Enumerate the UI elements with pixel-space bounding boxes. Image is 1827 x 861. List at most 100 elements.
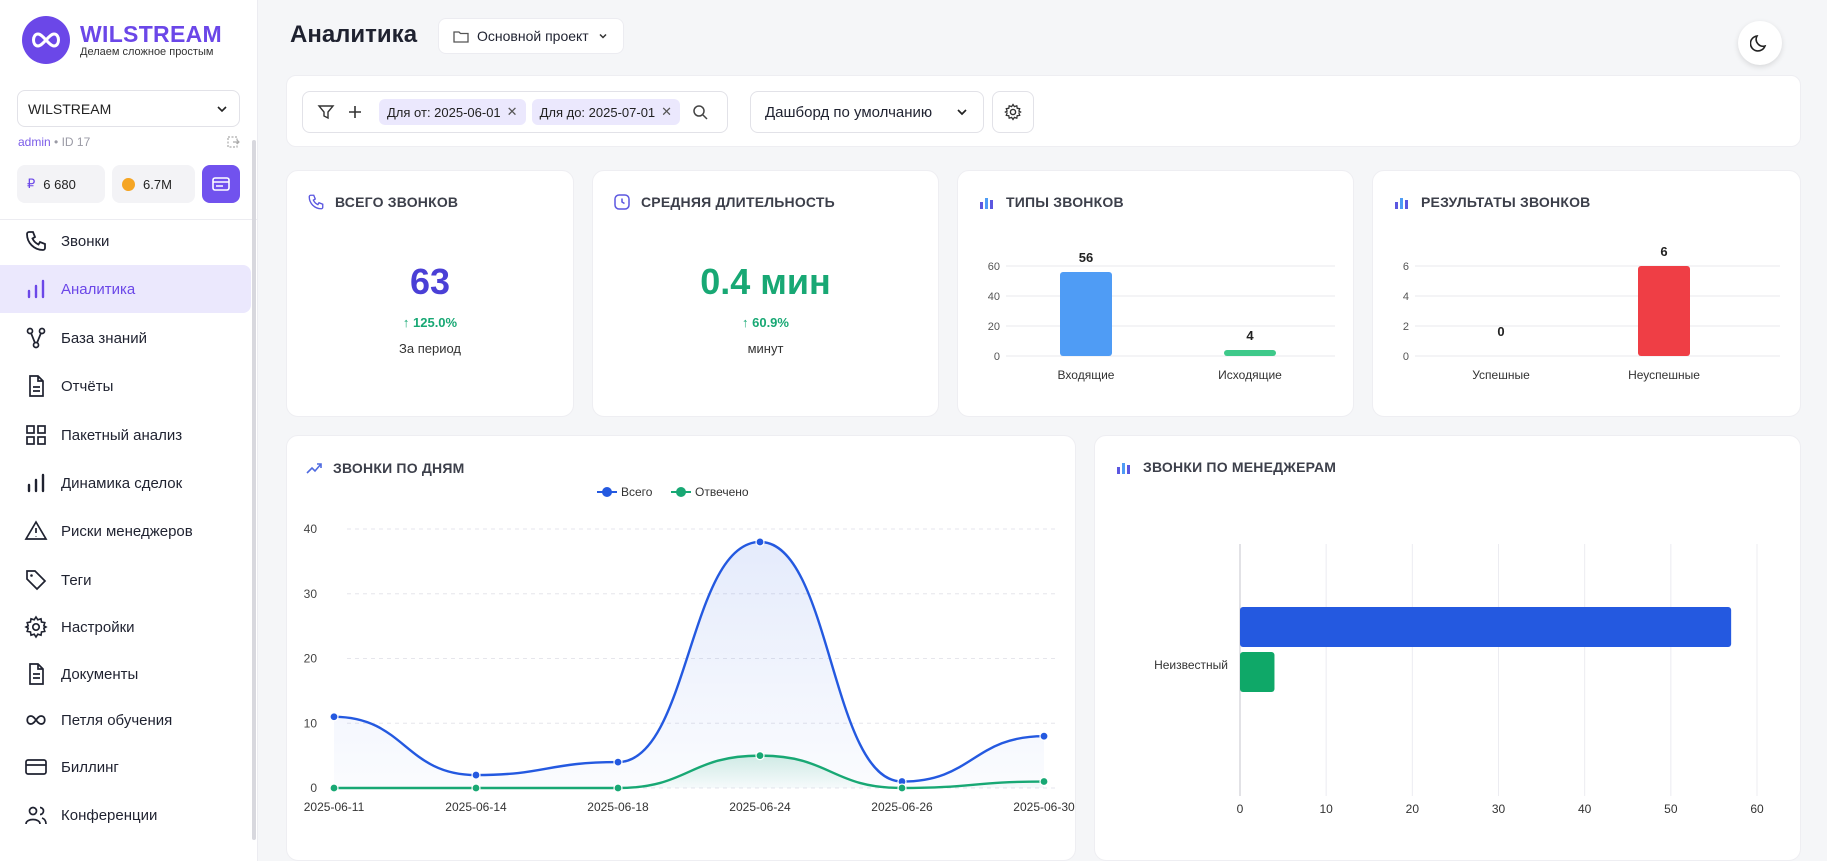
sidebar-item-7-tag[interactable]: Теги <box>0 556 251 604</box>
y-tick-label: Неизвестный <box>1154 658 1228 672</box>
rub-balance-value: 6 680 <box>43 176 76 192</box>
sidebar-item-11-credit-card[interactable]: Биллинг <box>0 743 251 791</box>
filter-chip-from[interactable]: Для от: 2025-06-01 ✕ <box>379 99 526 125</box>
data-point <box>613 757 623 767</box>
workspace-select-value: WILSTREAM <box>28 100 112 117</box>
bar-chart-icon <box>24 277 48 301</box>
ruble-icon: ₽ <box>27 176 36 191</box>
bar-chart-icon <box>24 471 48 495</box>
x-tick-label: 2025-06-24 <box>729 800 791 814</box>
y-tick-label: 20 <box>988 321 1000 333</box>
filter-chip-to-label: Для до: 2025-07-01 <box>539 104 656 120</box>
brand-logo[interactable]: WILSTREAM Делаем сложное простым <box>22 16 222 64</box>
legend-label: Всего <box>621 485 653 499</box>
sidebar-item-9-file[interactable]: Документы <box>0 650 251 698</box>
sidebar-item-6-warning[interactable]: Риски менеджеров <box>0 507 251 555</box>
y-tick-label: 2 <box>1403 321 1409 333</box>
infinity-icon <box>24 708 48 732</box>
y-tick-label: 0 <box>310 781 317 795</box>
data-point <box>755 537 765 547</box>
wallet-icon <box>212 177 230 191</box>
token-balance-pill[interactable]: 6.7M <box>112 165 195 203</box>
card-call-results: РЕЗУЛЬТАТЫ ЗВОНКОВ 0 2 4 6 0 Успешные 6 Неуспеш… <box>1372 170 1801 417</box>
filter-chip-from-label: Для от: 2025-06-01 <box>387 104 501 120</box>
workspace-select[interactable]: WILSTREAM <box>17 90 240 127</box>
sidebar-item-12-users[interactable]: Конференции <box>0 791 251 839</box>
x-tick-label: 2025-06-14 <box>445 800 507 814</box>
phone-icon <box>24 229 48 253</box>
kpi-total-title: ВСЕГО ЗВОНКОВ <box>335 194 459 210</box>
filter-icon[interactable] <box>317 103 335 121</box>
kpi-card-avg-duration: СРЕДНЯЯ ДЛИТЕЛЬНОСТЬ 0.4 мин ↑ 60.9% мин… <box>592 170 939 417</box>
kpi-avg-title: СРЕДНЯЯ ДЛИТЕЛЬНОСТЬ <box>641 194 835 210</box>
x-tick-label: 30 <box>1492 802 1506 816</box>
sidebar: WILSTREAM Делаем сложное простым WILSTRE… <box>0 0 258 861</box>
data-point <box>1039 776 1049 787</box>
close-icon[interactable]: ✕ <box>661 104 673 119</box>
y-tick-label: 0 <box>994 351 1000 363</box>
sidebar-item-label: Петля обучения <box>61 711 173 729</box>
filter-box[interactable]: Для от: 2025-06-01 ✕ Для до: 2025-07-01 ✕ <box>302 91 728 133</box>
y-tick-label: 4 <box>1403 291 1409 303</box>
search-icon[interactable] <box>692 104 708 120</box>
chevron-down-icon <box>957 109 967 116</box>
call-types-chart: 0 20 40 60 56 Входящие 4 Исходящие <box>988 250 1335 382</box>
bar <box>1240 652 1275 692</box>
data-point <box>471 783 481 793</box>
wallet-button[interactable] <box>202 165 240 203</box>
sidebar-item-0-phone[interactable]: Звонки <box>0 217 251 265</box>
call-results-title: РЕЗУЛЬТАТЫ ЗВОНКОВ <box>1421 194 1591 210</box>
calls-by-day-chart: 0 10 20 30 40 2025-06-11 2025-06-14 2025-06-18 2… <box>304 485 1075 814</box>
series-area <box>334 541 1044 788</box>
rub-balance-pill[interactable]: ₽ 6 680 <box>17 165 105 203</box>
y-tick-label: 20 <box>304 652 318 666</box>
sidebar-item-label: Биллинг <box>61 758 119 776</box>
sidebar-item-label: Аналитика <box>61 280 136 298</box>
filter-chip-to[interactable]: Для до: 2025-07-01 ✕ <box>531 99 681 125</box>
dashboard-select-value: Дашборд по умолчанию <box>765 103 933 121</box>
call-results-chart: 0 2 4 6 0 Успешные 6 Неуспешные <box>1403 244 1780 382</box>
kpi-total-delta: ↑ 125.0% <box>402 315 458 330</box>
sidebar-item-3-document[interactable]: Отчёты <box>0 362 251 410</box>
user-info: admin • ID 17 <box>18 135 240 149</box>
sidebar-item-4-grid[interactable]: Пакетный анализ <box>0 411 251 459</box>
folder-icon <box>453 31 469 43</box>
x-tick-label: 2025-06-11 <box>304 800 365 814</box>
logout-icon[interactable] <box>226 135 240 149</box>
gear-icon <box>1004 103 1022 121</box>
y-tick-label: 0 <box>1403 351 1409 363</box>
chevron-down-icon <box>217 105 227 112</box>
project-select[interactable]: Основной проект <box>438 18 624 54</box>
calls-by-manager-title: ЗВОНКИ ПО МЕНЕДЖЕРАМ <box>1143 459 1337 475</box>
y-tick-label: 40 <box>304 522 318 536</box>
dashboard-select[interactable]: Дашборд по умолчанию <box>750 91 984 133</box>
sidebar-item-1-bar-chart[interactable]: Аналитика <box>0 265 251 313</box>
kpi-avg-value: 0.4 мин <box>700 261 831 302</box>
theme-toggle-button[interactable] <box>1738 21 1782 65</box>
series-line <box>333 754 1045 790</box>
x-tick-label: Входящие <box>1058 368 1115 382</box>
x-tick-label: 60 <box>1750 802 1764 816</box>
calls-by-manager-chart: 0 10 20 30 40 50 60 Неизвестный <box>1154 544 1764 816</box>
sidebar-scrollbar[interactable] <box>252 140 256 840</box>
document-icon <box>24 374 48 398</box>
sidebar-item-10-infinity[interactable]: Петля обучения <box>0 696 251 744</box>
dashboard-settings-button[interactable] <box>992 91 1034 133</box>
data-point <box>755 751 765 761</box>
x-tick-label: 20 <box>1406 802 1420 816</box>
kpi-avg-delta: ↑ 60.9% <box>742 315 789 330</box>
plus-icon[interactable] <box>347 104 363 120</box>
bar-chart-icon <box>1115 458 1133 476</box>
sidebar-item-2-share-nodes[interactable]: База знаний <box>0 314 251 362</box>
file-icon <box>24 662 48 686</box>
y-tick-label: 10 <box>304 716 318 730</box>
x-tick-label: Исходящие <box>1218 368 1282 382</box>
infinity-logo-icon <box>22 16 70 64</box>
sidebar-item-5-bar-chart[interactable]: Динамика сделок <box>0 459 251 507</box>
trend-icon <box>305 459 323 477</box>
close-icon[interactable]: ✕ <box>506 104 518 119</box>
sidebar-item-label: Конференции <box>61 806 158 824</box>
data-label: 0 <box>1497 324 1504 339</box>
sidebar-item-8-gear[interactable]: Настройки <box>0 603 251 651</box>
y-tick-label: 6 <box>1403 261 1409 273</box>
